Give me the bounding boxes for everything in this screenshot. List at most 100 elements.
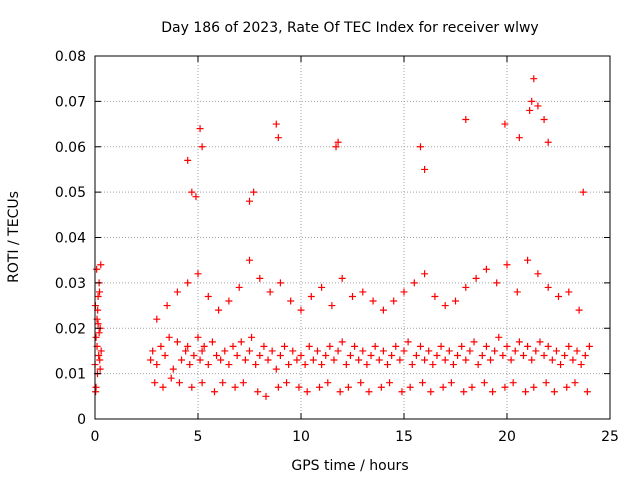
data-point [246, 347, 253, 355]
data-point [173, 288, 181, 296]
data-point [324, 379, 332, 387]
data-point [264, 356, 272, 364]
data-point [548, 356, 556, 364]
data-point [555, 292, 562, 300]
data-point [472, 274, 480, 282]
data-point [507, 356, 515, 364]
data-point [511, 347, 519, 355]
grid [95, 56, 610, 419]
data-point [470, 338, 478, 346]
data-point [204, 361, 212, 369]
data-point [274, 383, 282, 391]
data-point [367, 351, 375, 359]
data-point [229, 342, 237, 350]
data-point [235, 283, 243, 291]
data-point [416, 342, 424, 350]
data-point [569, 356, 577, 364]
data-point [208, 338, 216, 346]
data-point [396, 356, 404, 364]
data-point [530, 383, 538, 391]
data-point [186, 361, 194, 369]
data-point [239, 379, 247, 387]
data-point [313, 347, 321, 355]
data-points [91, 75, 593, 400]
data-point [532, 347, 540, 355]
data-point [97, 261, 105, 269]
data-point [388, 351, 396, 359]
data-point [359, 288, 367, 296]
data-point [499, 351, 507, 359]
data-point [194, 270, 202, 278]
data-point [93, 265, 101, 273]
data-point [375, 356, 383, 364]
data-point [581, 351, 589, 359]
data-point [167, 374, 175, 382]
data-point [272, 365, 280, 373]
data-point [165, 333, 173, 341]
data-point [371, 342, 379, 350]
data-point [178, 356, 186, 364]
data-point [515, 134, 523, 142]
data-point [575, 306, 583, 314]
data-point [416, 143, 424, 151]
data-point [285, 361, 293, 369]
data-point [482, 265, 490, 273]
data-point [248, 333, 256, 341]
x-axis-label: GPS time / hours [291, 458, 408, 474]
data-point [421, 165, 429, 173]
data-point [528, 356, 536, 364]
data-point [196, 356, 204, 364]
x-tick-label: 10 [292, 429, 310, 445]
data-point [410, 279, 418, 287]
data-point [318, 361, 326, 369]
data-point [295, 383, 303, 391]
x-tick-label: 25 [601, 429, 619, 445]
y-tick-label: 0 [77, 412, 86, 428]
data-point [400, 288, 408, 296]
y-tick-label: 0.02 [55, 321, 86, 337]
data-point [462, 356, 470, 364]
data-point [468, 383, 476, 391]
x-tick-label: 0 [91, 429, 100, 445]
data-point [544, 138, 552, 146]
data-point [487, 356, 495, 364]
data-point [272, 120, 280, 128]
x-tick-label: 20 [498, 429, 516, 445]
data-point [241, 356, 249, 364]
data-point [400, 347, 408, 355]
data-point [412, 351, 420, 359]
data-point [534, 270, 542, 278]
data-point [447, 379, 455, 387]
data-point [96, 356, 104, 364]
data-point [334, 347, 342, 355]
y-tick-label: 0.03 [55, 276, 86, 292]
data-point [204, 292, 212, 300]
data-point [173, 338, 181, 346]
data-point [474, 361, 482, 369]
data-point [501, 120, 509, 128]
data-point [530, 75, 538, 83]
data-point [96, 288, 104, 296]
data-point [316, 383, 324, 391]
data-point [200, 342, 208, 350]
data-point [219, 379, 227, 387]
data-point [303, 388, 311, 396]
y-tick-label: 0.01 [55, 367, 86, 383]
data-point [349, 292, 356, 300]
data-point [94, 292, 102, 300]
data-point [386, 379, 394, 387]
data-point [149, 347, 157, 355]
data-point [94, 320, 102, 328]
data-point [233, 351, 241, 359]
data-point [196, 125, 204, 133]
data-point [95, 351, 103, 359]
data-point [445, 347, 453, 355]
data-point [225, 297, 233, 305]
y-tick-label: 0.04 [55, 231, 86, 247]
data-point [297, 306, 305, 314]
data-point [307, 292, 315, 300]
data-point [466, 347, 474, 355]
data-point [198, 379, 206, 387]
data-point [250, 188, 258, 196]
